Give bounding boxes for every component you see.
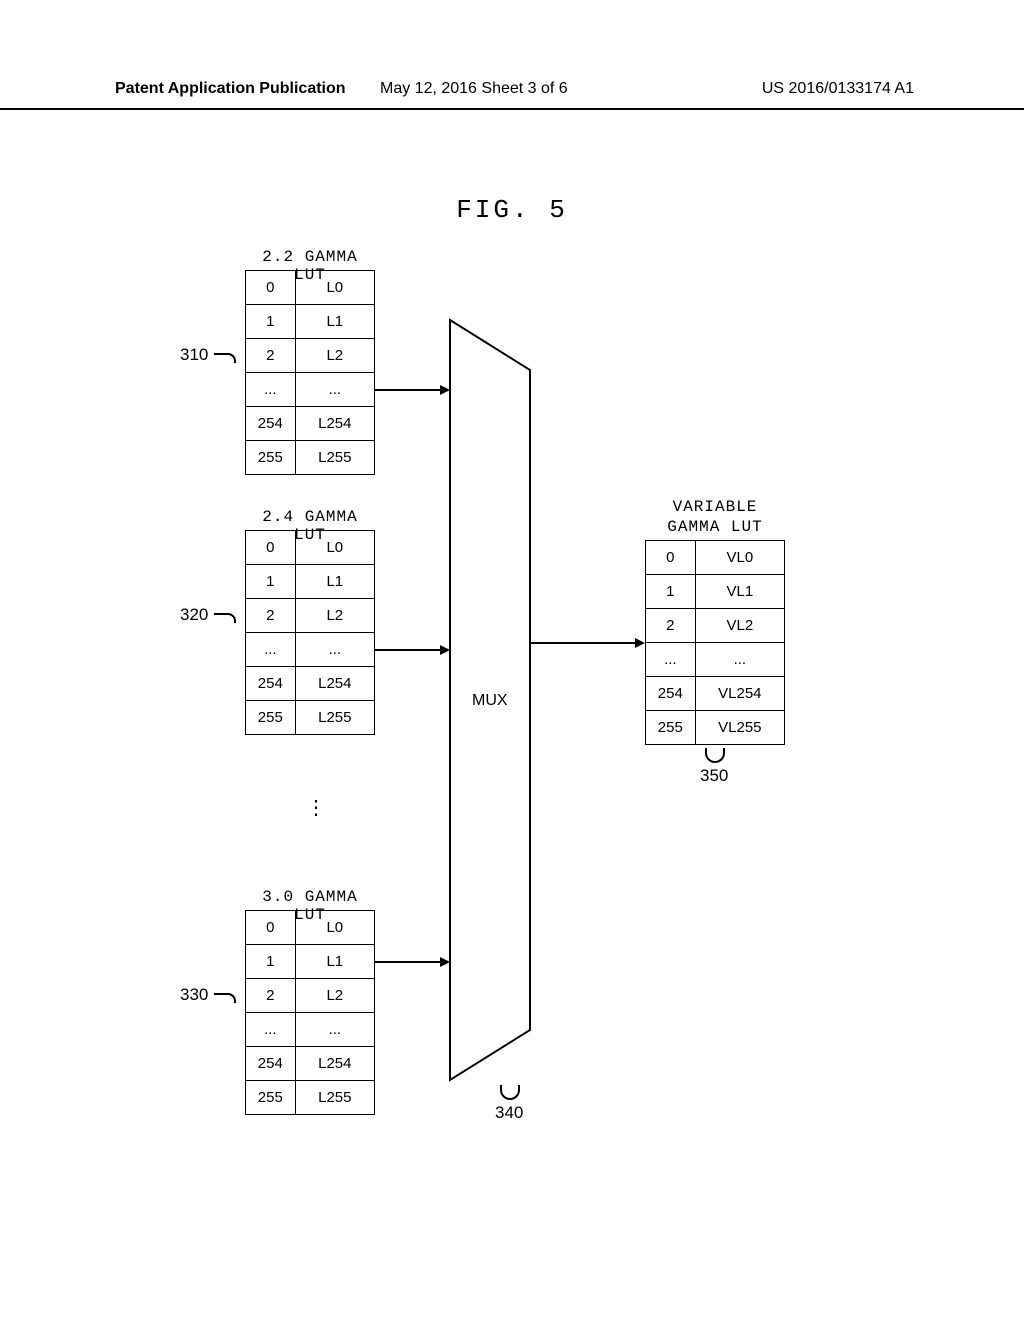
output-lut-title-1: VARIABLE bbox=[645, 498, 785, 516]
lut-cell: ... bbox=[646, 643, 696, 677]
lut-cell: VL254 bbox=[695, 677, 784, 711]
lut-cell: VL1 bbox=[695, 575, 784, 609]
arrow-line bbox=[530, 642, 637, 644]
lut-table: 0VL01VL12VL2......254VL254255VL255 bbox=[645, 540, 785, 745]
arrow-head-icon bbox=[440, 645, 450, 655]
lut-cell: 2 bbox=[246, 979, 296, 1013]
ref-bracket bbox=[705, 748, 725, 763]
lut-cell: 254 bbox=[246, 1047, 296, 1081]
lut-cell: 0 bbox=[246, 531, 296, 565]
lut-cell: L255 bbox=[295, 1081, 374, 1115]
lut-cell: 254 bbox=[246, 667, 296, 701]
lut-cell: 1 bbox=[246, 945, 296, 979]
lut-cell: L0 bbox=[295, 911, 374, 945]
ref-label: 320 bbox=[180, 605, 208, 625]
ref-tick bbox=[214, 993, 236, 1003]
lut-cell: 255 bbox=[246, 1081, 296, 1115]
lut-cell: 1 bbox=[646, 575, 696, 609]
lut-cell: L2 bbox=[295, 979, 374, 1013]
lut-cell: L255 bbox=[295, 441, 374, 475]
lut-table: 0L01L12L2......254L254255L255 bbox=[245, 270, 375, 475]
lut-cell: L254 bbox=[295, 407, 374, 441]
lut-cell: 1 bbox=[246, 565, 296, 599]
lut-cell: L2 bbox=[295, 599, 374, 633]
lut-cell: 255 bbox=[246, 701, 296, 735]
lut-cell: VL255 bbox=[695, 711, 784, 745]
page-header: Patent Application Publication May 12, 2… bbox=[0, 80, 1024, 110]
lut-cell: ... bbox=[295, 373, 374, 407]
arrow-line bbox=[375, 649, 442, 651]
arrow-head-icon bbox=[635, 638, 645, 648]
lut-cell: L1 bbox=[295, 305, 374, 339]
lut-cell: ... bbox=[246, 633, 296, 667]
header-left-text: Patent Application Publication bbox=[115, 80, 346, 98]
lut-cell: 255 bbox=[646, 711, 696, 745]
ref-bracket bbox=[500, 1085, 520, 1100]
lut-cell: 2 bbox=[246, 339, 296, 373]
lut-cell: 0 bbox=[246, 911, 296, 945]
arrow-line bbox=[375, 389, 442, 391]
lut-cell: 2 bbox=[246, 599, 296, 633]
lut-cell: ... bbox=[695, 643, 784, 677]
lut-cell: L1 bbox=[295, 945, 374, 979]
ref-label: 330 bbox=[180, 985, 208, 1005]
lut-cell: 0 bbox=[646, 541, 696, 575]
lut-cell: L254 bbox=[295, 1047, 374, 1081]
lut-cell: L0 bbox=[295, 271, 374, 305]
lut-cell: ... bbox=[295, 1013, 374, 1047]
mux-label: MUX bbox=[472, 692, 508, 710]
lut-cell: ... bbox=[246, 1013, 296, 1047]
lut-cell: 2 bbox=[646, 609, 696, 643]
ref-label: 310 bbox=[180, 345, 208, 365]
header-mid-text: May 12, 2016 Sheet 3 of 6 bbox=[380, 80, 568, 98]
vertical-ellipsis: ⋮ bbox=[306, 805, 326, 811]
lut-cell: L255 bbox=[295, 701, 374, 735]
lut-cell: VL2 bbox=[695, 609, 784, 643]
ref-label: 350 bbox=[700, 766, 728, 786]
header-right-text: US 2016/0133174 A1 bbox=[762, 80, 914, 98]
diagram-container: 2.2 GAMMA LUT0L01L12L2......254L254255L2… bbox=[175, 250, 875, 1150]
figure-title: FIG. 5 bbox=[0, 195, 1024, 225]
lut-cell: VL0 bbox=[695, 541, 784, 575]
lut-table: 0L01L12L2......254L254255L255 bbox=[245, 530, 375, 735]
ref-label: 340 bbox=[495, 1103, 523, 1123]
lut-cell: ... bbox=[246, 373, 296, 407]
lut-cell: 254 bbox=[646, 677, 696, 711]
lut-cell: L254 bbox=[295, 667, 374, 701]
lut-cell: 1 bbox=[246, 305, 296, 339]
output-lut-title-2: GAMMA LUT bbox=[645, 518, 785, 536]
ref-tick bbox=[214, 613, 236, 623]
lut-cell: 0 bbox=[246, 271, 296, 305]
lut-cell: 254 bbox=[246, 407, 296, 441]
arrow-line bbox=[375, 961, 442, 963]
lut-table: 0L01L12L2......254L254255L255 bbox=[245, 910, 375, 1115]
lut-cell: 255 bbox=[246, 441, 296, 475]
arrow-head-icon bbox=[440, 385, 450, 395]
lut-cell: L0 bbox=[295, 531, 374, 565]
lut-cell: L2 bbox=[295, 339, 374, 373]
lut-cell: ... bbox=[295, 633, 374, 667]
arrow-head-icon bbox=[440, 957, 450, 967]
ref-tick bbox=[214, 353, 236, 363]
lut-cell: L1 bbox=[295, 565, 374, 599]
